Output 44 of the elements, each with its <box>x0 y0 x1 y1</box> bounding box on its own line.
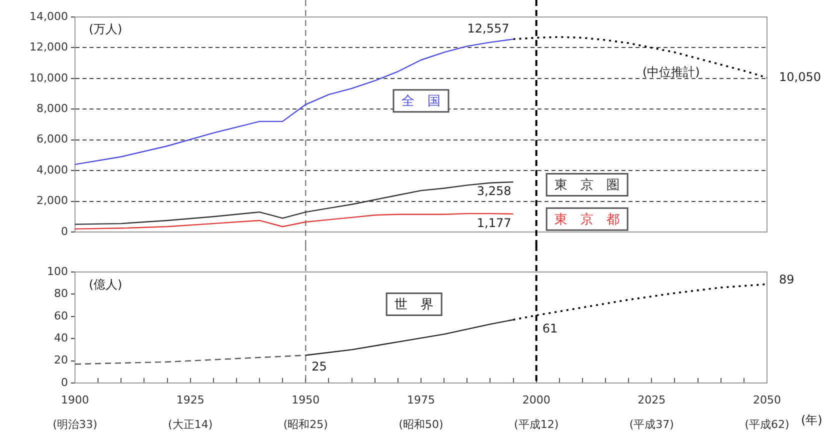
annotation: 12,557 <box>467 21 510 36</box>
series-label: 世 界 <box>394 298 434 313</box>
text: (明治33) <box>52 418 98 432</box>
annotation: 10,050 <box>779 70 821 84</box>
annotation: 25 <box>312 359 327 374</box>
x-tick-label: 2050 <box>753 393 781 406</box>
text: (昭和50) <box>398 418 444 432</box>
text: 東 京 圏 <box>554 178 620 194</box>
annotation: (億人) <box>88 277 122 292</box>
x-tick-label: 1975 <box>407 393 435 406</box>
x-tick-label: 1925 <box>176 393 204 406</box>
y-tick-label: 6,000 <box>36 132 68 146</box>
y-tick-label: 12,000 <box>30 40 68 54</box>
annotation: (万人) <box>88 22 122 36</box>
y-tick-label: 0 <box>61 224 68 238</box>
y-tick-label: 8,000 <box>36 102 68 115</box>
annotation: 3,258 <box>476 184 512 198</box>
annotation: 1,177 <box>476 216 512 230</box>
text: (平成12) <box>514 418 559 432</box>
y-tick-label: 2,000 <box>36 194 68 208</box>
series-label: 全 国 <box>402 94 440 110</box>
y-tick-label: 100 <box>47 264 68 278</box>
y-tick-label: 60 <box>54 309 68 322</box>
y-tick-label: 40 <box>54 331 68 344</box>
text: (昭和25) <box>283 418 328 432</box>
y-tick-label: 20 <box>54 354 68 367</box>
annotation: (中位推計) <box>642 65 700 80</box>
y-tick-label: 0 <box>61 376 68 389</box>
y-tick-label: 10,000 <box>30 71 68 84</box>
x-axis-title: (年) <box>801 413 822 428</box>
annotation: 61 <box>542 321 558 336</box>
text: (大正14) <box>168 418 213 432</box>
text: 東 京 都 <box>554 212 620 228</box>
x-tick-label: 2025 <box>638 393 666 406</box>
annotation: 89 <box>779 272 794 286</box>
y-tick-label: 80 <box>54 287 68 300</box>
x-tick-label: 2000 <box>522 393 550 406</box>
text: (平成62) <box>744 418 790 432</box>
x-tick-label: 1950 <box>292 393 320 406</box>
y-tick-label: 14,000 <box>30 10 68 23</box>
line-series <box>75 354 306 365</box>
y-tick-label: 4,000 <box>36 163 68 176</box>
text: (平成37) <box>629 418 674 432</box>
x-tick-label: 1900 <box>61 393 89 406</box>
